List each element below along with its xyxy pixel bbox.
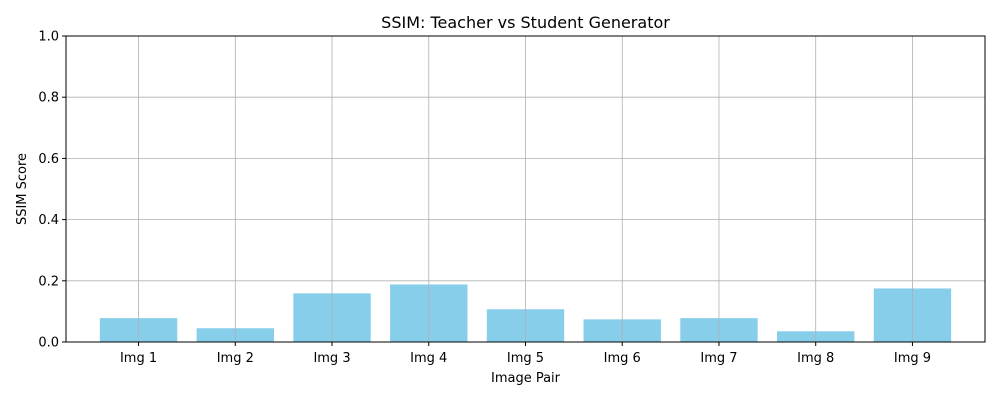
bars <box>99 36 952 342</box>
y-axis-ticks: 0.0 0.2 0.4 0.6 0.8 1.0 <box>38 30 66 351</box>
y-tick-label: 0.8 <box>38 91 59 106</box>
x-tick-label: Img 9 <box>894 351 931 366</box>
y-tick-label: 0.0 <box>38 336 59 351</box>
x-tick-label: Img 7 <box>700 351 737 366</box>
y-tick-label: 0.4 <box>38 213 59 228</box>
x-tick-label: Img 2 <box>217 351 254 366</box>
x-tick-label: Img 5 <box>507 351 544 366</box>
x-axis-label: Image Pair <box>491 371 561 386</box>
x-axis-ticks: Img 1 Img 2 Img 3 Img 4 Img 5 Img 6 Img 7 Img 8… <box>120 342 931 366</box>
x-tick-label: Img 4 <box>410 351 447 366</box>
x-tick-label: Img 3 <box>313 351 350 366</box>
x-tick-label: Img 1 <box>120 351 157 366</box>
y-tick-label: 0.6 <box>38 152 59 167</box>
x-tick-label: Img 6 <box>604 351 641 366</box>
chart-title: SSIM: Teacher vs Student Generator <box>381 13 670 32</box>
y-tick-label: 1.0 <box>38 30 59 45</box>
y-tick-label: 0.2 <box>38 274 59 289</box>
y-axis-label: SSIM Score <box>15 153 30 225</box>
x-tick-label: Img 8 <box>797 351 834 366</box>
